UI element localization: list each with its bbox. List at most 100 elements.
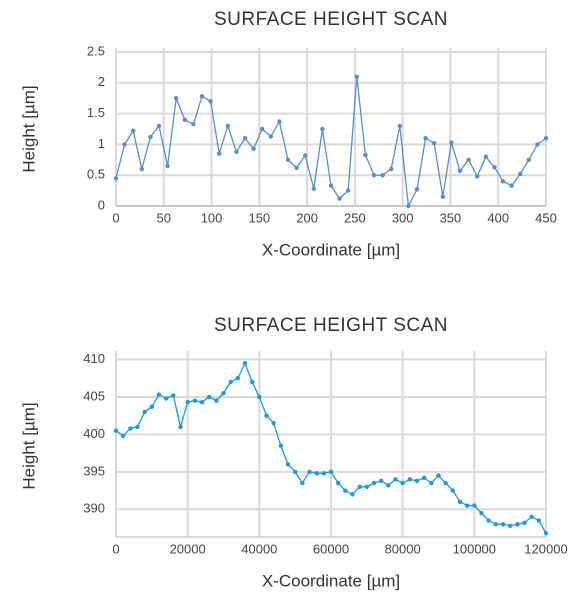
point [406, 203, 411, 209]
point [285, 462, 291, 467]
point [432, 140, 437, 146]
x-axis-label: X-Coordinate [µm] [262, 571, 400, 590]
point [500, 179, 506, 184]
point [185, 399, 190, 405]
point [191, 121, 196, 127]
point [260, 126, 265, 132]
point [526, 157, 531, 162]
point [457, 499, 463, 504]
point [128, 426, 133, 431]
x-tick-label: 0 [112, 541, 119, 556]
point [380, 173, 385, 178]
x-tick-label: 300 [392, 210, 414, 225]
point [337, 196, 342, 201]
x-tick-label: 80000 [385, 541, 421, 556]
point [113, 176, 119, 181]
point [500, 522, 506, 527]
x-tick-label: 450 [535, 210, 557, 225]
point [303, 153, 308, 158]
point [278, 443, 284, 448]
point [285, 157, 291, 162]
point [335, 480, 341, 486]
y-tick-label: 2 [98, 74, 105, 89]
y-tick-label: 0 [98, 197, 105, 212]
point [414, 187, 420, 192]
point [174, 96, 179, 101]
point [386, 483, 391, 488]
x-tick-label: 400 [487, 210, 509, 225]
point [156, 123, 162, 129]
point [515, 522, 520, 527]
x-tick-label: 250 [344, 210, 366, 225]
point [277, 119, 282, 124]
x-tick-label: 20000 [170, 541, 206, 556]
point [436, 473, 441, 478]
y-tick-label: 1.5 [87, 105, 105, 120]
point [486, 518, 491, 523]
point [343, 488, 348, 493]
point [314, 471, 319, 476]
point [228, 379, 233, 385]
x-tick-label: 50 [157, 210, 171, 225]
point [423, 136, 428, 141]
x-tick-label: 150 [248, 210, 270, 225]
point [320, 126, 325, 132]
point [235, 376, 241, 381]
y-tick-label: 410 [83, 351, 105, 366]
x-tick-label: 40000 [241, 541, 277, 556]
point [171, 393, 176, 398]
point [328, 183, 334, 188]
point [483, 154, 488, 159]
y-tick-label: 390 [83, 501, 105, 516]
y-tick-label: 2.5 [87, 43, 105, 58]
point [242, 136, 248, 141]
point [522, 520, 527, 525]
point [475, 174, 480, 179]
x-tick-label: 100 [201, 210, 223, 225]
point [397, 123, 402, 129]
x-tick-label: 60000 [313, 541, 349, 556]
y-tick-label: 405 [83, 388, 105, 403]
point [149, 404, 155, 409]
point [364, 484, 370, 490]
x-tick-label: 350 [440, 210, 462, 225]
point [178, 424, 183, 430]
point [163, 396, 169, 401]
y-axis-label: Height [µm] [19, 85, 38, 172]
point [507, 523, 513, 528]
point [443, 480, 448, 486]
point [156, 392, 162, 397]
point [225, 123, 230, 129]
point [264, 413, 269, 418]
point [292, 469, 298, 475]
point [271, 420, 276, 426]
point [457, 168, 463, 174]
point [535, 142, 540, 147]
point [249, 379, 255, 385]
point [311, 186, 316, 191]
point [472, 503, 477, 508]
point [350, 492, 355, 497]
point [346, 188, 351, 193]
point [242, 361, 248, 366]
point [139, 166, 144, 172]
point [135, 424, 140, 430]
point [393, 477, 398, 482]
point [492, 164, 497, 170]
point [440, 194, 445, 199]
point [122, 142, 127, 147]
point [518, 171, 523, 177]
point [363, 152, 368, 158]
point [509, 183, 514, 188]
point [300, 480, 305, 486]
point [199, 94, 205, 99]
point [113, 428, 119, 433]
chart-title: SURFACE HEIGHT SCAN [214, 9, 448, 30]
point [536, 518, 542, 523]
point [307, 469, 312, 475]
point [466, 157, 471, 162]
point [354, 74, 359, 79]
point [217, 151, 222, 156]
